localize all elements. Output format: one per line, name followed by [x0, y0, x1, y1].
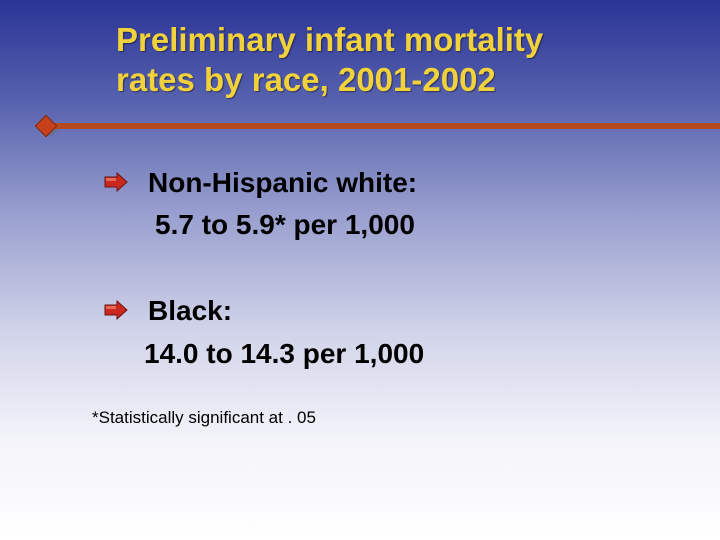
item-value-black: 14.0 to 14.3 per 1,000	[144, 338, 425, 369]
item-label-black: Black:	[148, 295, 233, 326]
title-line-2: rates by race, 2001-2002	[116, 61, 496, 98]
item-value-non-hispanic-white: 5.7 to 5.9* per 1,000	[155, 209, 415, 240]
slide-title: Preliminary infant mortality rates by ra…	[116, 20, 696, 100]
footnote: *Statistically significant at . 05	[92, 408, 316, 427]
title-divider-rule	[44, 123, 720, 129]
arrow-bullet-icon	[104, 300, 128, 320]
title-line-1: Preliminary infant mortality	[116, 21, 544, 58]
arrow-bullet-icon	[104, 172, 128, 192]
item-label-non-hispanic-white: Non-Hispanic white:	[148, 167, 418, 198]
